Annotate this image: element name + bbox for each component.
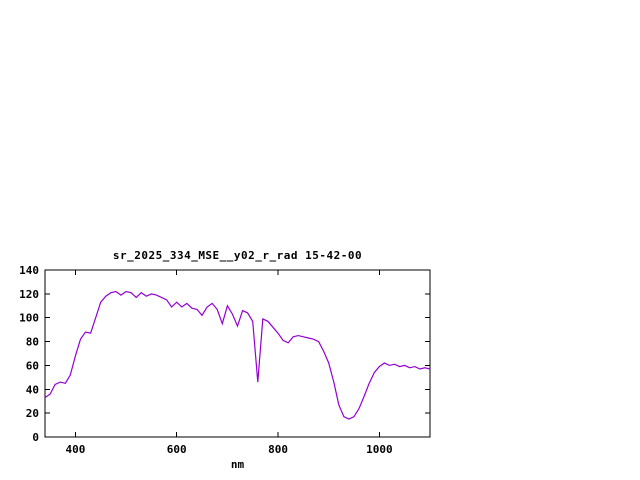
y-tick-label: 100	[19, 312, 39, 325]
y-tick-label: 20	[26, 407, 39, 420]
plot-border	[44, 269, 431, 438]
x-tick-label: 800	[268, 443, 288, 456]
y-tick-label: 120	[19, 288, 39, 301]
x-tick-label: 1000	[366, 443, 393, 456]
y-tick-label: 40	[26, 383, 39, 396]
y-tick-label: 140	[19, 264, 39, 277]
y-tick-label: 80	[26, 336, 39, 349]
spectrum-line	[44, 290, 431, 420]
y-tick-label: 60	[26, 359, 39, 372]
chart-title: sr_2025_334_MSE__y02_r_rad 15-42-00	[112, 249, 363, 262]
x-tick-label: 600	[167, 443, 187, 456]
x-axis-label: nm	[230, 458, 245, 471]
x-tick-label: 400	[65, 443, 85, 456]
y-tick-label: 0	[32, 431, 39, 444]
